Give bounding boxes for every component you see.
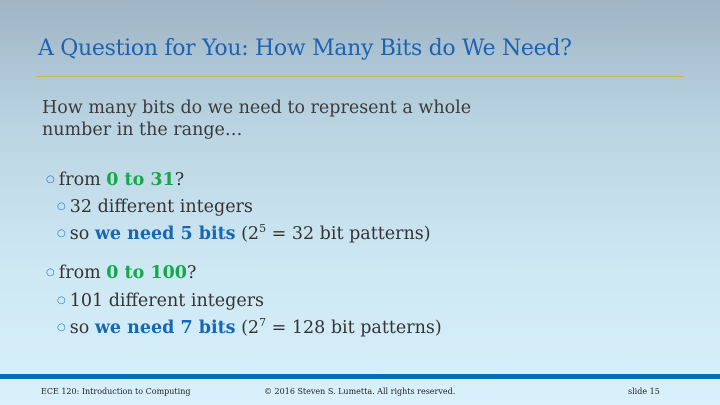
exponent: 7 xyxy=(259,316,267,329)
sub-bullet-bits-1: ○ so we need 5 bits (25 = 32 bit patterns… xyxy=(57,222,431,244)
text: (2 xyxy=(235,224,260,244)
emphasis: we need 5 bits xyxy=(94,224,236,244)
text: ? xyxy=(174,170,185,190)
slide-title: A Question for You: How Many Bits do We … xyxy=(38,36,572,61)
bullet-icon: ○ xyxy=(46,267,55,278)
bullet-range-1: ○ from 0 to 31? xyxy=(46,170,184,190)
slide-number: slide 15 xyxy=(628,387,660,396)
emphasis: we need 7 bits xyxy=(94,318,236,338)
text: ? xyxy=(186,263,197,283)
exponent: 5 xyxy=(259,222,267,235)
text: = 32 bit patterns) xyxy=(266,224,431,244)
bullet-icon: ○ xyxy=(57,228,66,239)
text: (2 xyxy=(235,318,260,338)
range-value: 0 to 31 xyxy=(106,170,175,190)
text: 101 different integers xyxy=(69,291,265,311)
range-value: 0 to 100 xyxy=(106,263,187,283)
sub-bullet-count-2: ○ 101 different integers xyxy=(57,291,264,311)
bullet-icon: ○ xyxy=(57,201,66,212)
text: from xyxy=(58,263,107,283)
intro-text: How many bits do we need to represent a … xyxy=(42,98,472,140)
text: from xyxy=(58,170,107,190)
text: so xyxy=(69,318,95,338)
sub-bullet-bits-2: ○ so we need 7 bits (27 = 128 bit pattern… xyxy=(57,316,442,338)
footer-course: ECE 120: Introduction to Computing xyxy=(41,387,191,396)
bullet-icon: ○ xyxy=(57,295,66,306)
text: = 128 bit patterns) xyxy=(266,318,442,338)
bullet-icon: ○ xyxy=(57,322,66,333)
bullet-icon: ○ xyxy=(46,174,55,185)
footer-copyright: © 2016 Steven S. Lumetta. All rights res… xyxy=(264,387,456,396)
footer-bar xyxy=(0,374,720,379)
text: so xyxy=(69,224,95,244)
title-divider xyxy=(36,76,684,77)
sub-bullet-count-1: ○ 32 different integers xyxy=(57,197,253,217)
text: 32 different integers xyxy=(69,197,253,217)
bullet-range-2: ○ from 0 to 100? xyxy=(46,263,196,283)
